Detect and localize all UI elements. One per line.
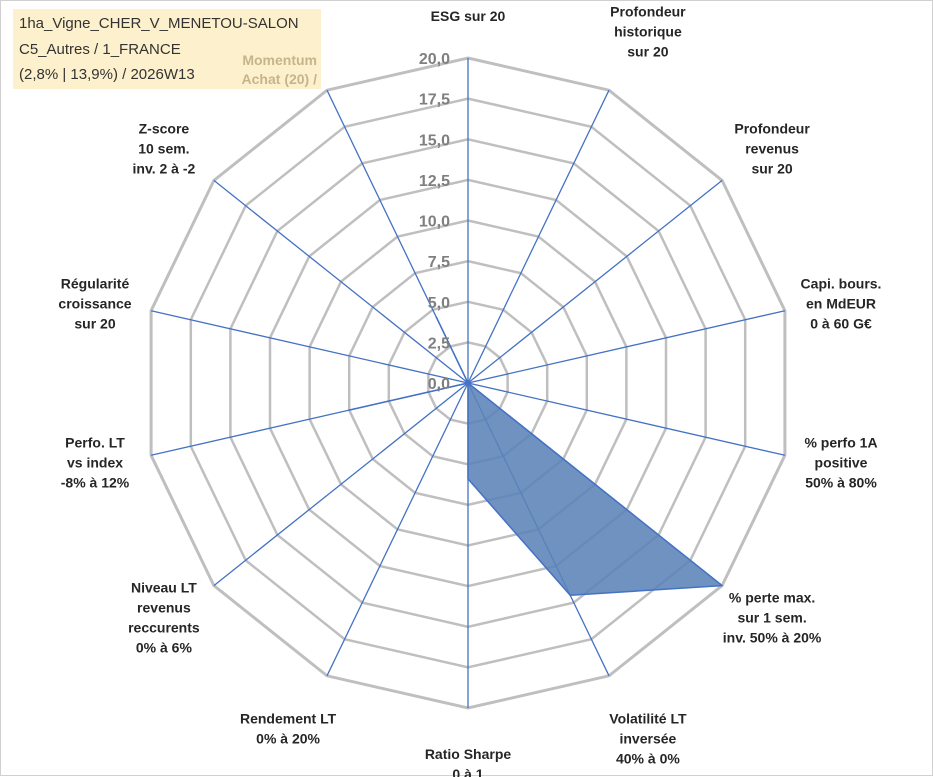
tick-label: 2,5 <box>428 335 450 352</box>
axis-label-line: Profondeur <box>734 120 810 136</box>
axis-label-line: Rendement LT <box>240 711 337 727</box>
axis-label-line: Régularité <box>61 276 130 292</box>
axis-label-line: % perte max. <box>729 590 815 606</box>
axis-label-11: Régularité croissance sur 20 <box>58 276 131 332</box>
info-title: 1ha_Vigne_CHER_V_MENETOU-SALON <box>19 15 299 32</box>
axis-label-4: % perfo 1A positive 50% à 80% <box>804 434 877 490</box>
axis-label-line: Perfo. LT <box>65 434 125 450</box>
axis-label-line: % perfo 1A <box>804 434 877 450</box>
axis-label-3: Capi. bours. en MdEUR 0 à 60 G€ <box>801 276 882 332</box>
momentum-line-2: Achat (20) / <box>242 70 317 89</box>
axis-label-6: Volatilité LT inversée 40% à 0% <box>609 711 687 767</box>
axis-label-10: Perfo. LT vs index -8% à 12% <box>61 434 130 490</box>
axis-label-2: Profondeur revenus sur 20 <box>734 120 810 176</box>
axis-label-line: -8% à 12% <box>61 474 130 490</box>
axis-label-line: croissance <box>58 296 131 312</box>
axis-label-line: vs index <box>67 454 123 470</box>
axis-label-0: Note ESG sur 20 <box>431 1 506 24</box>
axis-label-line: sur 20 <box>74 316 115 332</box>
axis-label-line: sur 20 <box>627 43 668 59</box>
axis-label-line: Ratio Sharpe <box>425 746 512 762</box>
axis-label-line: 0 à 1 <box>452 766 483 777</box>
axis-label-line: 10 sem. <box>138 140 189 156</box>
axis-label-line: inversée <box>619 731 676 747</box>
axis-label-line: reccurents <box>128 620 200 636</box>
axis-label-line: 0% à 20% <box>256 731 320 747</box>
axis-label-line: sur 20 <box>751 160 792 176</box>
axis-label-line: Note <box>452 1 483 4</box>
momentum-label: Momentum Achat (20) / <box>242 51 317 89</box>
axis-label-5: % perte max. sur 1 sem. inv. 50% à 20% <box>723 590 822 646</box>
axis-label-line: inv. 50% à 20% <box>723 630 822 646</box>
axis-label-line: inv. 2 à -2 <box>133 160 196 176</box>
axis-label-line: 0% à 6% <box>136 640 193 656</box>
axis-label-9: Niveau LT revenus reccurents 0% à 6% <box>128 580 200 656</box>
axis-label-line: revenus <box>137 600 191 616</box>
info-period: (2,8% | 13,9%) / 2026W13 <box>19 66 195 83</box>
axis-label-12: Z-score 10 sem. inv. 2 à -2 <box>133 120 196 176</box>
tick-label: 15,0 <box>419 132 450 149</box>
tick-label: 10,0 <box>419 214 450 231</box>
tick-label: 7,5 <box>428 254 450 271</box>
tick-label: 0,0 <box>428 376 450 393</box>
axis-label-line: 0 à 60 G€ <box>810 316 872 332</box>
tick-label: 17,5 <box>419 92 450 109</box>
info-box: 1ha_Vigne_CHER_V_MENETOU-SALON C5_Autres… <box>13 9 321 89</box>
axis-label-line: revenus <box>745 140 799 156</box>
spoke-1 <box>468 90 609 383</box>
tick-label: 5,0 <box>428 295 450 312</box>
axis-label-line: en MdEUR <box>806 296 876 312</box>
axis-label-7: Ratio Sharpe 0 à 1 <box>425 746 512 777</box>
axis-label-line: 50% à 80% <box>805 474 877 490</box>
axis-label-line: sur 1 sem. <box>737 610 806 626</box>
momentum-line-1: Momentum <box>242 51 317 70</box>
axis-label-1: Profondeur historique sur 20 <box>610 3 686 59</box>
spoke-8 <box>327 383 468 676</box>
axis-label-line: historique <box>614 23 682 39</box>
axis-label-line: Profondeur <box>610 3 686 19</box>
axis-label-8: Rendement LT 0% à 20% <box>240 711 337 747</box>
axis-label-line: Volatilité LT <box>609 711 687 727</box>
info-category: C5_Autres / 1_FRANCE <box>19 41 181 58</box>
axis-label-line: 40% à 0% <box>616 751 680 767</box>
axis-label-line: Niveau LT <box>131 580 197 596</box>
tick-label: 20,0 <box>419 51 450 68</box>
axis-label-line: ESG sur 20 <box>431 8 506 24</box>
tick-label: 12,5 <box>419 173 450 190</box>
axis-label-line: Z-score <box>139 120 190 136</box>
axis-label-line: Capi. bours. <box>801 276 882 292</box>
axis-label-line: positive <box>815 454 868 470</box>
